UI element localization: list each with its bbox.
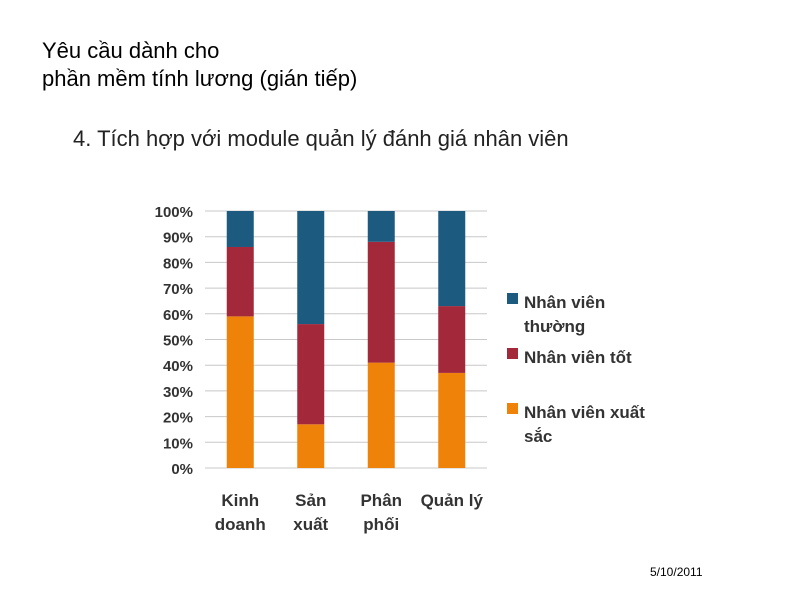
x-tick-label: Phân bbox=[360, 491, 402, 510]
legend-label: Nhân viên bbox=[524, 293, 605, 312]
legend-swatch bbox=[507, 293, 518, 304]
x-tick-label: Kinh bbox=[221, 491, 259, 510]
slide-date: 5/10/2011 bbox=[650, 565, 703, 579]
y-tick-label: 10% bbox=[163, 435, 193, 452]
bar-segment bbox=[297, 324, 325, 425]
bar-segment bbox=[226, 316, 254, 468]
bar-segment bbox=[297, 211, 325, 325]
y-tick-label: 20% bbox=[163, 410, 193, 427]
x-tick-label: Quản lý bbox=[421, 491, 484, 510]
y-tick-label: 70% bbox=[163, 281, 193, 298]
slide-subtitle: 4. Tích hợp với module quản lý đánh giá … bbox=[73, 126, 569, 151]
legend-label: sắc bbox=[524, 427, 552, 446]
bar-segment bbox=[438, 211, 466, 307]
bar-segment bbox=[226, 246, 254, 317]
y-tick-label: 0% bbox=[171, 461, 193, 478]
x-tick-label: phối bbox=[363, 515, 399, 534]
bar-segment bbox=[297, 424, 325, 468]
bar-segment bbox=[226, 211, 254, 247]
slide-title-line-2: phần mềm tính lương (gián tiếp) bbox=[42, 66, 358, 91]
legend-label: Nhân viên tốt bbox=[524, 348, 632, 367]
x-tick-label: Sản bbox=[295, 491, 326, 510]
bar-segment bbox=[367, 362, 395, 468]
legend-swatch bbox=[507, 403, 518, 414]
x-tick-label: doanh bbox=[215, 515, 266, 534]
y-tick-label: 30% bbox=[163, 384, 193, 401]
slide-title-line-1: Yêu cầu dành cho bbox=[42, 38, 220, 63]
y-tick-label: 40% bbox=[163, 358, 193, 375]
y-tick-label: 50% bbox=[163, 333, 193, 350]
bar-segment bbox=[367, 211, 395, 242]
y-tick-label: 80% bbox=[163, 255, 193, 272]
bar-segment bbox=[367, 241, 395, 363]
y-tick-label: 100% bbox=[155, 204, 193, 221]
bar-segment bbox=[438, 372, 466, 468]
legend-swatch bbox=[507, 348, 518, 359]
slide-title: Yêu cầu dành cho phần mềm tính lương (gi… bbox=[42, 37, 357, 93]
legend-label: thường bbox=[524, 317, 585, 336]
legend-label: Nhân viên xuất bbox=[524, 403, 645, 422]
bar-segment bbox=[438, 306, 466, 373]
y-tick-label: 90% bbox=[163, 230, 193, 247]
x-tick-label: xuất bbox=[293, 515, 328, 534]
y-tick-label: 60% bbox=[163, 307, 193, 324]
